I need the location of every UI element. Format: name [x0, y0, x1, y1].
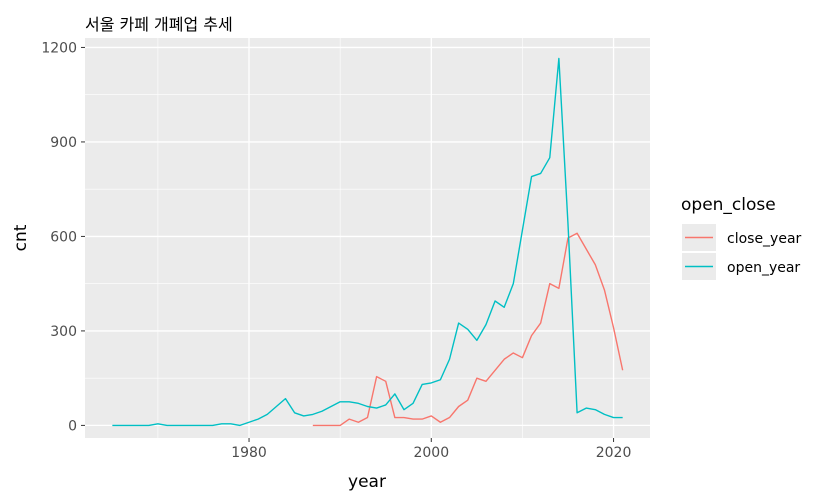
- legend: open_close close_year open_year: [681, 195, 802, 280]
- series-line-open-year: [112, 57, 623, 427]
- y-tick-label: 0: [68, 418, 77, 434]
- series-line-close-year: [312, 232, 624, 427]
- series-lines: [112, 57, 624, 427]
- legend-label-open-year: open_year: [727, 260, 800, 276]
- x-tick-label: 2020: [596, 445, 632, 461]
- x-tick-label: 1980: [231, 445, 267, 461]
- x-axis-title: year: [348, 472, 386, 492]
- plot-panel: [85, 38, 650, 438]
- y-tick-label: 300: [50, 324, 77, 340]
- y-axis-title: cnt: [11, 224, 31, 251]
- y-tick-label: 600: [50, 229, 77, 245]
- x-axis: 1980 2000 2020: [231, 438, 631, 461]
- y-tick-label: 900: [50, 135, 77, 151]
- y-tick-label: 1200: [41, 40, 77, 56]
- x-tick-label: 2000: [413, 445, 449, 461]
- chart-title: 서울 카페 개폐업 추세: [85, 15, 233, 34]
- legend-label-close-year: close_year: [727, 231, 802, 247]
- legend-title: open_close: [681, 195, 776, 215]
- y-axis: 0 300 600 900 1200: [41, 40, 85, 434]
